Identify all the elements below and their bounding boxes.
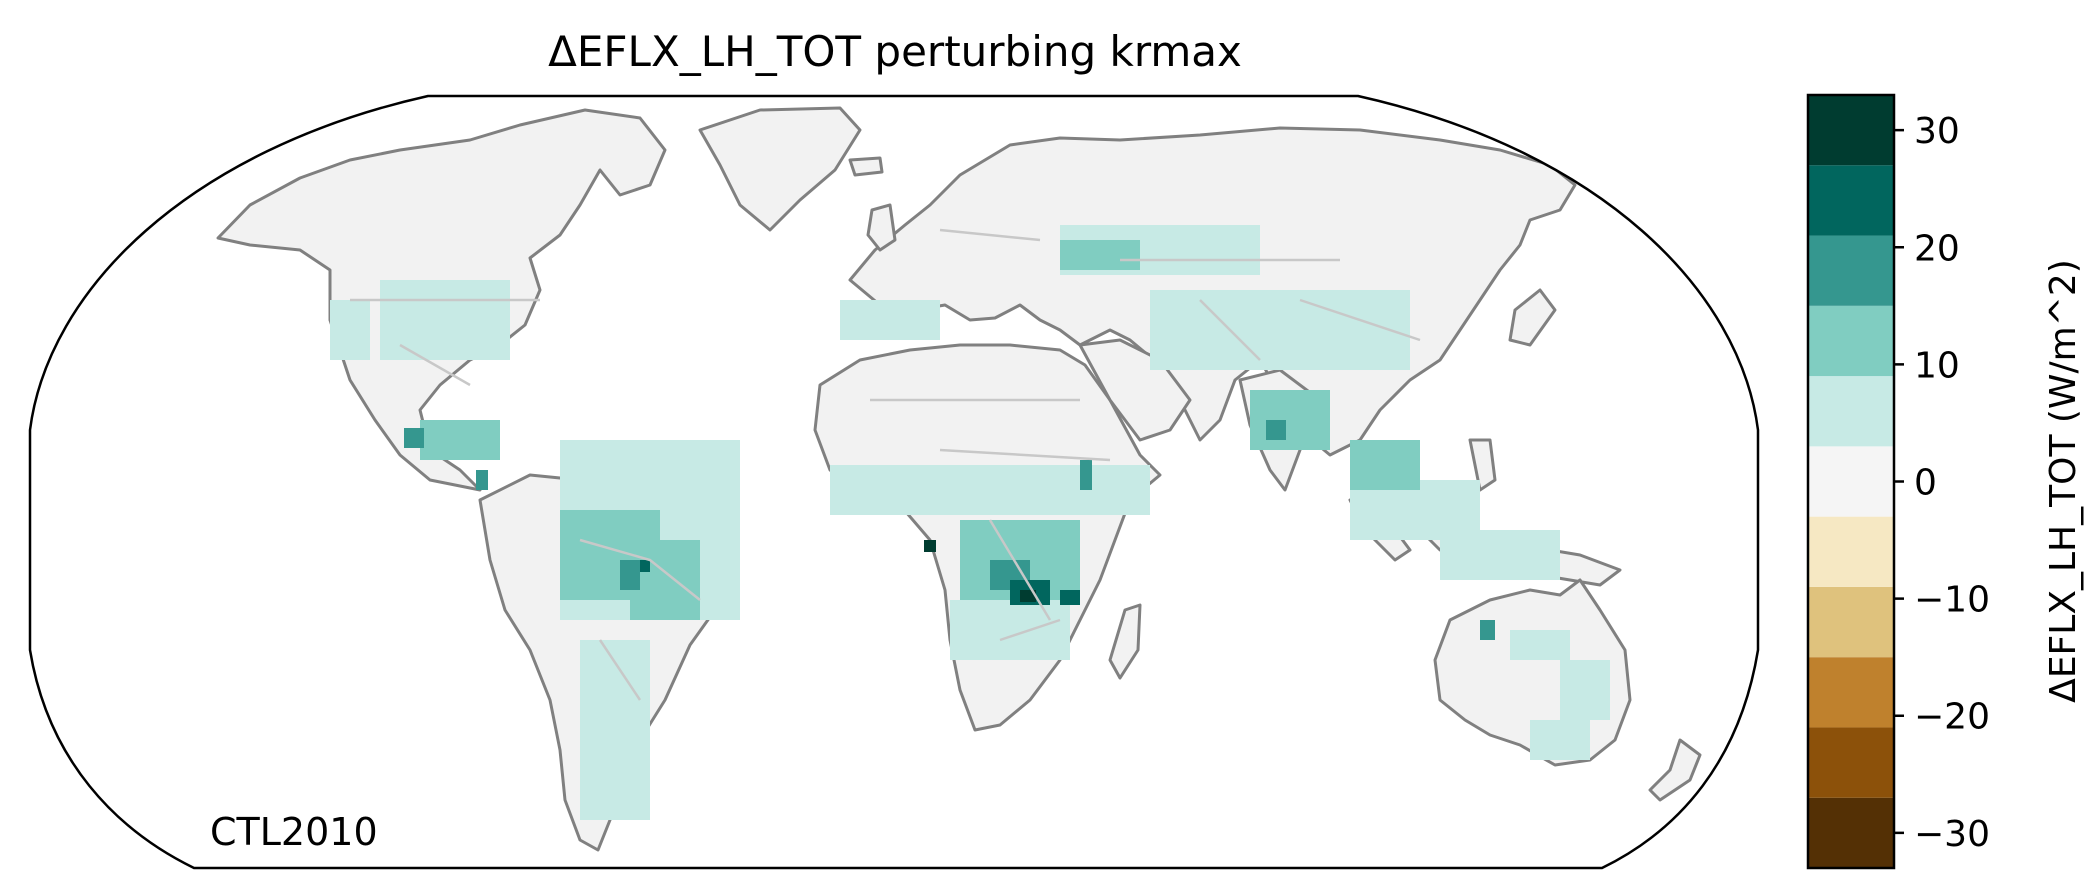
colorbar-tick-label: 0	[1914, 463, 1937, 504]
philippines	[1468, 438, 1497, 492]
colorbar-bin	[1808, 657, 1894, 728]
uk	[866, 203, 897, 252]
colorbar-bin	[1808, 235, 1894, 306]
chart-title: ΔEFLX_LH_TOT perturbing krmax	[548, 27, 1242, 76]
colorbar-bin	[1808, 797, 1894, 868]
world-map: CTL2010	[28, 94, 1760, 870]
colorbar-bins	[1808, 95, 1894, 868]
iceland	[848, 156, 884, 177]
colorbar-bin	[1808, 165, 1894, 236]
colorbar-tick-label: 30	[1914, 111, 1960, 152]
anomaly-27-33	[924, 540, 1036, 602]
colorbar-tick-label: −20	[1914, 697, 1990, 738]
anomaly-9-15	[420, 240, 1420, 620]
map-label: CTL2010	[210, 810, 378, 854]
colorbar-tick-label: −10	[1914, 580, 1990, 621]
japan	[1508, 288, 1557, 347]
colorbar: 30 20 10 0 −10 −20 −30 ΔEFLX_LH_TOT (W/m^2)	[1806, 93, 2084, 870]
colorbar-tick-label: 20	[1914, 228, 1960, 269]
colorbar-label: ΔEFLX_LH_TOT (W/m^2)	[2043, 259, 2084, 703]
greenland	[698, 106, 862, 232]
colorbar-bin	[1808, 95, 1894, 166]
colorbar-bin	[1808, 305, 1894, 377]
colorbar-bin	[1808, 727, 1894, 798]
colorbar-ticks: 30 20 10 0 −10 −20 −30	[1894, 111, 1990, 855]
country-borders	[350, 228, 1421, 701]
colorbar-bin	[1808, 446, 1894, 517]
colorbar-tick-label: −30	[1914, 814, 1990, 855]
new-zealand	[1648, 738, 1702, 802]
colorbar-bin	[1808, 586, 1894, 658]
colorbar-bin	[1808, 516, 1894, 587]
anomaly-patches	[330, 225, 1610, 820]
colorbar-tick-label: 10	[1914, 345, 1960, 386]
colorbar-bin	[1808, 376, 1894, 447]
madagascar	[1108, 603, 1142, 680]
map-frame	[28, 94, 1760, 870]
